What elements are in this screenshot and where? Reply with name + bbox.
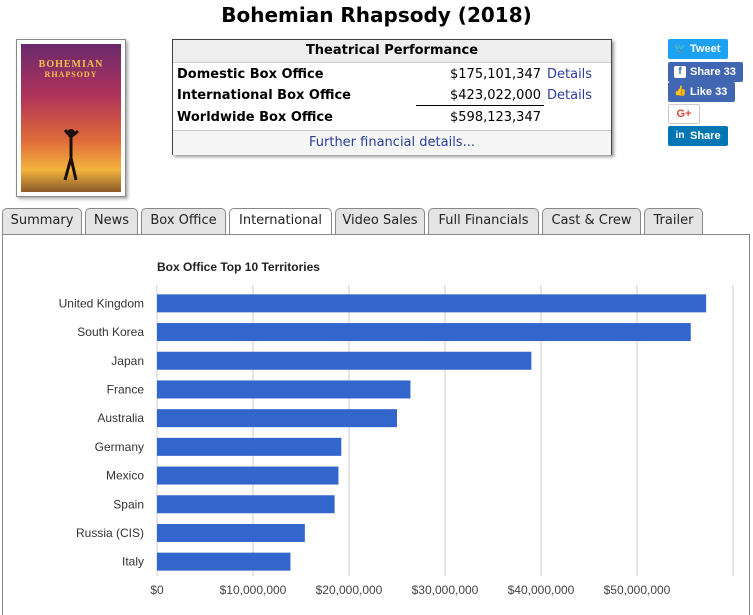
tab-bar: Summary News Box Office International Vi… — [0, 208, 753, 236]
poster-image: BOHEMIAN RHAPSODY — [21, 44, 121, 192]
performance-header: Theatrical Performance — [173, 40, 611, 63]
tab-trailer[interactable]: Trailer — [644, 208, 703, 235]
tab-international[interactable]: International — [229, 208, 332, 236]
worldwide-row: Worldwide Box Office $598,123,347 — [177, 108, 607, 128]
domestic-details-link[interactable]: Details — [547, 67, 593, 82]
worldwide-value: $598,123,347 — [450, 110, 541, 125]
facebook-like-button[interactable]: 👍 Like 33 — [668, 82, 735, 102]
tweet-button[interactable]: 🐦 Tweet — [668, 39, 728, 59]
facebook-like-label: Like 33 — [690, 86, 728, 98]
tab-summary[interactable]: Summary — [2, 208, 82, 235]
international-value: $423,022,000 — [450, 88, 541, 103]
linkedin-share-button[interactable]: in Share — [668, 126, 728, 146]
google-plus-button[interactable]: G+ — [668, 104, 700, 124]
theatrical-performance-panel: Theatrical Performance Domestic Box Offi… — [172, 39, 612, 155]
poster-title-line2: RHAPSODY — [44, 70, 98, 79]
international-label: International Box Office — [177, 88, 351, 103]
poster-title-line1: BOHEMIAN — [38, 59, 104, 70]
thumbs-up-icon: 👍 — [674, 86, 687, 98]
tweet-label: Tweet — [690, 43, 721, 55]
tab-full-financials[interactable]: Full Financials — [428, 208, 539, 235]
tab-content — [2, 234, 750, 615]
tab-news[interactable]: News — [85, 208, 138, 235]
tab-video-sales[interactable]: Video Sales — [335, 208, 425, 235]
domestic-value: $175,101,347 — [450, 67, 541, 82]
facebook-share-button[interactable]: f Share 33 — [668, 62, 743, 82]
google-plus-icon: G+ — [676, 108, 692, 120]
linkedin-icon: in — [675, 130, 685, 142]
international-row: International Box Office $423,022,000 De… — [177, 86, 607, 106]
poster-title: BOHEMIAN RHAPSODY — [21, 60, 121, 80]
facebook-icon: f — [674, 66, 686, 79]
sum-divider — [416, 105, 544, 106]
page-title: Bohemian Rhapsody (2018) — [221, 3, 532, 27]
domestic-row: Domestic Box Office $175,101,347 Details — [177, 65, 607, 85]
further-financial-link[interactable]: Further financial details... — [173, 130, 611, 155]
performer-silhouette — [63, 129, 79, 181]
twitter-icon: 🐦 — [674, 43, 687, 55]
facebook-share-label: Share 33 — [690, 66, 736, 78]
movie-poster[interactable]: BOHEMIAN RHAPSODY — [16, 39, 126, 197]
worldwide-label: Worldwide Box Office — [177, 110, 333, 125]
tab-box-office[interactable]: Box Office — [141, 208, 226, 235]
international-details-link[interactable]: Details — [547, 88, 593, 103]
linkedin-share-label: Share — [690, 130, 721, 142]
tab-cast-crew[interactable]: Cast & Crew — [542, 208, 641, 235]
domestic-label: Domestic Box Office — [177, 67, 324, 82]
